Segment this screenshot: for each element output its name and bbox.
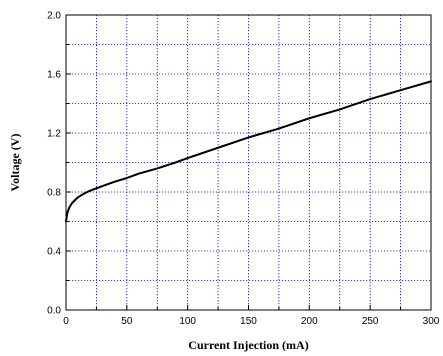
x-axis-title: Current Injection (mA) [188, 338, 308, 352]
x-tick-label: 250 [362, 316, 379, 327]
x-tick-label: 50 [121, 316, 133, 327]
x-tick-label: 100 [179, 316, 196, 327]
series-line-group [65, 80, 432, 223]
x-tick-label: 0 [63, 316, 69, 327]
y-tick-label: 0.4 [47, 247, 61, 258]
x-tick-label: 150 [240, 316, 257, 327]
x-tick-label: 300 [423, 316, 440, 327]
axis-ticks: 0 50 100 150 200 250 300 0.0 0.4 0.8 1.2 1.6 2.0 [47, 11, 440, 328]
y-tick-label: 0.8 [47, 188, 61, 199]
series-line-0 [65, 80, 432, 223]
y-tick-label: 1.6 [47, 70, 61, 81]
y-axis-title: Voltage (V) [8, 134, 22, 192]
y-tick-label: 1.2 [47, 129, 61, 140]
y-tick-label: 0.0 [47, 306, 61, 317]
x-tick-label: 200 [301, 316, 318, 327]
grid-lines [66, 15, 431, 310]
y-tick-label: 2.0 [47, 11, 61, 22]
